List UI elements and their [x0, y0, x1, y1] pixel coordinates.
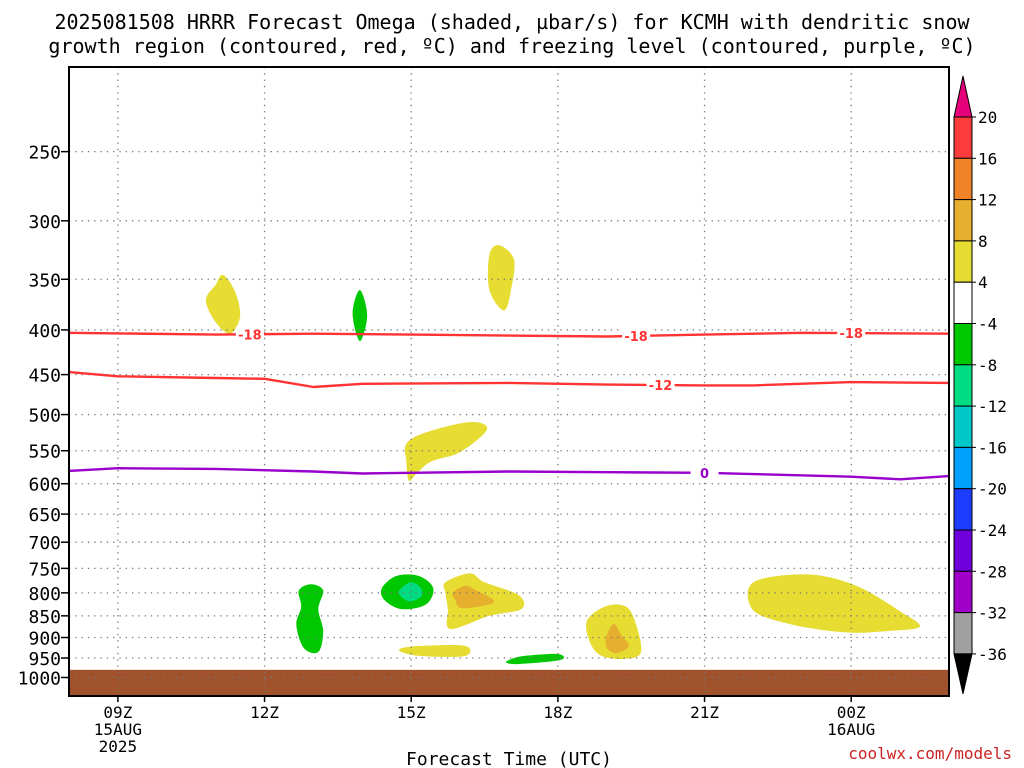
colorbar-segment-12 — [953, 612, 973, 655]
chart-title-line-1: 2025081508 HRRR Forecast Omega (shaded, … — [54, 10, 970, 34]
omega-region-2 — [487, 245, 515, 311]
contour-lines: -18 -18 -18 -12 0 — [68, 325, 950, 482]
ytick-label-400: 400 — [28, 321, 61, 342]
ytick-label-950: 950 — [28, 649, 61, 670]
omega-region-0 — [205, 274, 241, 334]
omega-region-9 — [452, 585, 495, 609]
ground-layer — [69, 669, 949, 696]
contour-label-0-2: -18 — [839, 327, 863, 342]
contour-line-2 — [68, 467, 950, 481]
colorbar-segment-2 — [953, 199, 973, 242]
ytick-label-700: 700 — [28, 533, 61, 554]
omega-region-13 — [747, 574, 921, 633]
ytick-label-650: 650 — [28, 505, 61, 526]
ytick-label-1000: 1000 — [18, 668, 61, 689]
ytick-label-850: 850 — [28, 607, 61, 628]
colorbar-bottom-arrow — [953, 653, 973, 695]
colorbar-segment-4 — [953, 281, 973, 325]
ytick-label-900: 900 — [28, 629, 61, 650]
ytick-label-450: 450 — [28, 366, 61, 387]
colorbar-label-9: -20 — [978, 480, 1007, 499]
ytick-label-250: 250 — [28, 143, 61, 164]
colorbar-segment-0 — [953, 116, 973, 159]
colorbar-top-arrow — [953, 75, 973, 118]
xtick-label-21Z-0: 21Z — [690, 703, 719, 722]
contour-line-0 — [68, 331, 950, 338]
omega-region-5 — [296, 584, 324, 654]
x-axis-label: Forecast Time (UTC) — [406, 749, 612, 768]
xtick-label-00Z-1: 16AUG — [827, 720, 875, 739]
colorbar-label-0: 20 — [978, 108, 997, 127]
omega-region-11 — [605, 623, 629, 654]
contour-label-bg-0-0 — [235, 326, 264, 343]
colorbar-segment-8 — [953, 446, 973, 490]
chart-title-line-2: growth region (contoured, red, ºC) and f… — [48, 34, 976, 58]
omega-region-1 — [352, 289, 368, 342]
ytick-label-300: 300 — [28, 212, 61, 233]
ytick-label-800: 800 — [28, 584, 61, 605]
xtick-label-00Z-0: 00Z — [837, 703, 866, 722]
omega-colorbar: 20 16 12 8 4 -4 -8 -12 -16 -20 -24 -28 -32 -36 — [953, 75, 1007, 695]
contour-label-0-1: -18 — [624, 330, 648, 345]
colorbar-segment-11 — [953, 570, 973, 614]
colorbar-label-12: -32 — [978, 604, 1007, 623]
omega-shaded-regions — [205, 245, 921, 665]
plot-frame — [68, 66, 950, 697]
colorbar-label-4: 4 — [978, 273, 988, 292]
colorbar-label-3: 8 — [978, 232, 988, 251]
contour-label-2-0: 0 — [700, 467, 709, 482]
xtick-label-09Z-2: 2025 — [99, 737, 138, 756]
ground-fill — [69, 669, 949, 696]
contour-label-bg-2-0 — [690, 464, 719, 481]
contour-label-bg-1-0 — [646, 377, 675, 394]
omega-region-3 — [404, 422, 488, 482]
pressure-axis: 2503003504004505005506006507007508008509… — [18, 143, 69, 689]
omega-region-12 — [505, 653, 565, 665]
ytick-label-550: 550 — [28, 442, 61, 463]
contour-line-1 — [68, 370, 950, 389]
colorbar-segment-5 — [953, 323, 973, 366]
colorbar-label-13: -36 — [978, 645, 1007, 664]
omega-region-4 — [399, 645, 471, 657]
xtick-label-09Z-1: 15AUG — [94, 720, 142, 739]
colorbar-segment-7 — [953, 405, 973, 448]
colorbar-label-5: -4 — [978, 315, 997, 334]
xtick-label-12Z-0: 12Z — [250, 703, 279, 722]
ytick-label-600: 600 — [28, 475, 61, 496]
colorbar-segment-6 — [953, 364, 973, 407]
colorbar-segment-10 — [953, 529, 973, 572]
contour-label-bg-0-1 — [622, 327, 651, 344]
ytick-label-750: 750 — [28, 559, 61, 580]
xtick-label-18Z-0: 18Z — [543, 703, 572, 722]
colorbar-label-6: -8 — [978, 356, 997, 375]
credit-text: coolwx.com/models — [848, 744, 1012, 763]
colorbar-label-1: 16 — [978, 149, 997, 168]
contour-label-1-0: -12 — [649, 379, 673, 394]
colorbar-segment-3 — [953, 240, 973, 283]
colorbar-segment-1 — [953, 157, 973, 201]
colorbar-label-11: -28 — [978, 562, 1007, 581]
colorbar-label-10: -24 — [978, 521, 1007, 540]
ytick-label-350: 350 — [28, 270, 61, 291]
colorbar-segment-9 — [953, 488, 973, 531]
contour-label-bg-0-2 — [837, 325, 866, 342]
ytick-label-500: 500 — [28, 406, 61, 427]
xtick-label-09Z-0: 09Z — [103, 703, 132, 722]
colorbar-label-7: -12 — [978, 397, 1007, 416]
colorbar-label-8: -16 — [978, 438, 1007, 457]
omega-region-7 — [398, 582, 423, 602]
colorbar-label-2: 12 — [978, 191, 997, 210]
grid-lines — [69, 67, 949, 696]
xtick-label-15Z-0: 15Z — [397, 703, 426, 722]
contour-label-0-0: -18 — [238, 328, 262, 343]
